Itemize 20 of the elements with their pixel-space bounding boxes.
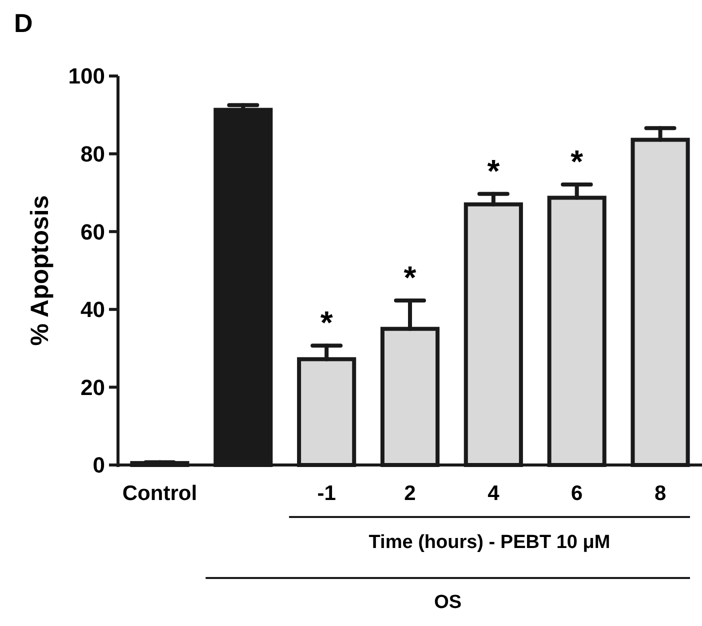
annotation: * [487, 152, 500, 189]
x-tick-label: -1 [317, 482, 336, 505]
y-tick-label: 80 [80, 142, 105, 166]
text: OS [434, 592, 462, 613]
annotation: * [404, 259, 417, 296]
x-tick-label: 2 [404, 482, 416, 505]
y-tick-label: 0 [92, 452, 105, 478]
annotation: * [320, 304, 334, 341]
annotation: * [570, 144, 584, 180]
y-axis-title: % Apoptosis [26, 195, 54, 346]
x-tick-label: 4 [488, 482, 500, 505]
y-tick-label: 40 [80, 297, 105, 322]
y-tick-label: 100 [68, 64, 105, 89]
text: Time (hours) - PEBT 10 μM [368, 532, 610, 553]
y-tick-label: 20 [80, 374, 105, 400]
x-tick-label: 6 [571, 482, 583, 505]
y-tick-label: 60 [80, 219, 105, 244]
chart-title: D [14, 8, 33, 38]
x-tick-label: 8 [654, 482, 666, 505]
x-tick-label: Control [122, 482, 198, 505]
